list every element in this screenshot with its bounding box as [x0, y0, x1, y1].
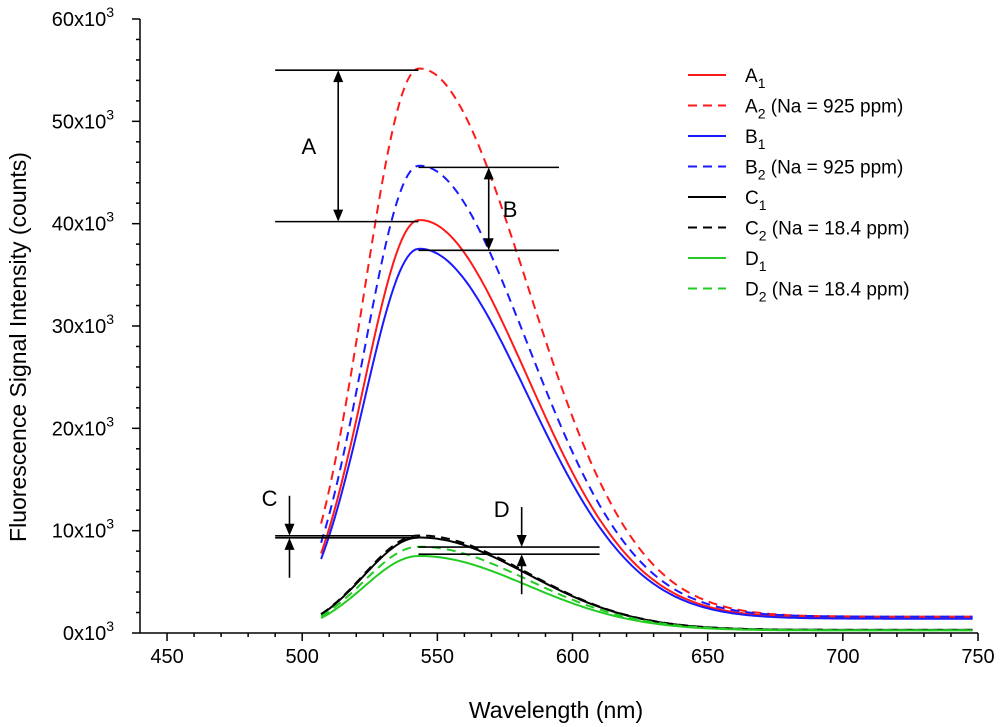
- legend-label-base: D: [745, 249, 759, 270]
- arrow-head: [284, 523, 295, 536]
- arrow-head: [333, 209, 344, 222]
- series-line-a2: [320, 67, 973, 618]
- series-line-d2: [320, 545, 973, 632]
- legend-label: D2 (Na = 18.4 ppm): [745, 280, 910, 305]
- legend-entry-d2: D2 (Na = 18.4 ppm): [688, 280, 910, 305]
- y-tick-label: 0x103: [63, 618, 114, 645]
- y-tick-label-base: 50x10: [52, 111, 107, 133]
- legend-label-subscript: 1: [759, 258, 767, 274]
- arrow-head: [483, 238, 494, 251]
- arrow-head: [483, 167, 494, 180]
- legend-label-subscript: 2: [759, 289, 767, 305]
- x-tick-label: 500: [286, 646, 319, 668]
- y-tick-label: 60x103: [52, 4, 115, 31]
- legend-label-base: D: [745, 280, 759, 301]
- series-line-b1: [320, 247, 973, 620]
- y-tick-label-exponent: 3: [106, 4, 114, 20]
- x-tick-label: 550: [421, 646, 454, 668]
- y-tick-label-base: 60x10: [52, 9, 107, 31]
- y-tick-label-base: 0x10: [63, 623, 106, 645]
- x-axis-title: Wavelength (nm): [469, 697, 643, 723]
- y-axis-title: Fluorescence Signal Intensity (counts): [5, 152, 31, 542]
- y-tick-label: 20x103: [52, 413, 115, 440]
- series-layer: [320, 67, 973, 632]
- legend-label-base: A: [745, 66, 758, 87]
- x-tick-label: 700: [826, 646, 859, 668]
- y-tick-label-base: 10x10: [52, 521, 107, 543]
- legend-label: D1: [745, 249, 767, 274]
- arrow-head: [516, 554, 527, 567]
- legend-label: B1: [745, 127, 766, 152]
- annotation-label: A: [302, 134, 317, 159]
- legend-label-base: C: [745, 188, 759, 209]
- arrow-head: [333, 70, 344, 83]
- legend-label-subscript: 1: [758, 136, 766, 152]
- legend-label: A1: [745, 66, 766, 91]
- legend-label-base: B: [745, 127, 758, 148]
- legend-label-subscript: 2: [758, 167, 766, 183]
- annotation-a: A: [275, 69, 419, 223]
- legend-entry-d1: D1: [688, 249, 767, 274]
- y-tick-label-exponent: 3: [106, 618, 114, 634]
- legend-label-subscript: 2: [759, 228, 767, 244]
- annotation-label: B: [503, 197, 518, 222]
- series-line-d1: [320, 555, 973, 632]
- legend-entry-c1: C1: [688, 188, 767, 213]
- arrow-head: [516, 535, 527, 548]
- legend-label-suffix: (Na = 18.4 ppm): [767, 280, 910, 301]
- legend-label: B2 (Na = 925 ppm): [745, 158, 903, 183]
- y-tick-label-exponent: 3: [106, 106, 114, 122]
- annotation-d: D: [418, 497, 600, 595]
- y-tick-label-exponent: 3: [106, 311, 114, 327]
- legend-label: C2 (Na = 18.4 ppm): [745, 219, 910, 244]
- legend-label-suffix: (Na = 18.4 ppm): [767, 219, 910, 240]
- legend-label-base: B: [745, 158, 758, 179]
- x-tick-label: 750: [961, 646, 994, 668]
- legend-label-subscript: 1: [758, 75, 766, 91]
- y-tick-label-base: 40x10: [52, 214, 107, 236]
- y-tick-label-exponent: 3: [106, 413, 114, 429]
- annotation-label: C: [262, 486, 278, 511]
- legend-label-suffix: (Na = 925 ppm): [765, 97, 903, 118]
- legend-entry-a1: A1: [688, 66, 766, 91]
- x-tick-label: 600: [556, 646, 589, 668]
- legend-label-subscript: 1: [759, 197, 767, 213]
- legend-label-subscript: 2: [758, 106, 766, 122]
- legend-label-suffix: (Na = 925 ppm): [765, 158, 903, 179]
- x-tick-label: 450: [150, 646, 183, 668]
- legend-label-base: A: [745, 97, 758, 118]
- y-tick-label: 10x103: [52, 516, 115, 543]
- y-tick-label-exponent: 3: [106, 209, 114, 225]
- legend-entry-b1: B1: [688, 127, 766, 152]
- legend-entry-c2: C2 (Na = 18.4 ppm): [688, 219, 910, 244]
- annotation-layer: A B C D: [262, 69, 600, 595]
- legend-label: A2 (Na = 925 ppm): [745, 97, 903, 122]
- x-tick-label: 650: [691, 646, 724, 668]
- y-tick-label-base: 20x10: [52, 418, 107, 440]
- annotation-c: C: [262, 486, 419, 578]
- legend-entry-b2: B2 (Na = 925 ppm): [688, 158, 903, 183]
- y-tick-label: 30x103: [52, 311, 115, 338]
- y-tick-label-base: 30x10: [52, 316, 107, 338]
- y-tick-label-exponent: 3: [106, 516, 114, 532]
- annotation-label: D: [494, 497, 510, 522]
- legend-entry-a2: A2 (Na = 925 ppm): [688, 97, 903, 122]
- legend-label-base: C: [745, 219, 759, 240]
- arrow-head: [284, 537, 295, 550]
- annotation-b: B: [418, 166, 559, 252]
- y-tick-label: 40x103: [52, 209, 115, 236]
- axes: 450 500 550 600 650 700 7500x10310x10320x10330…: [52, 4, 995, 668]
- legend-label: C1: [745, 188, 767, 213]
- y-tick-label: 50x103: [52, 106, 115, 133]
